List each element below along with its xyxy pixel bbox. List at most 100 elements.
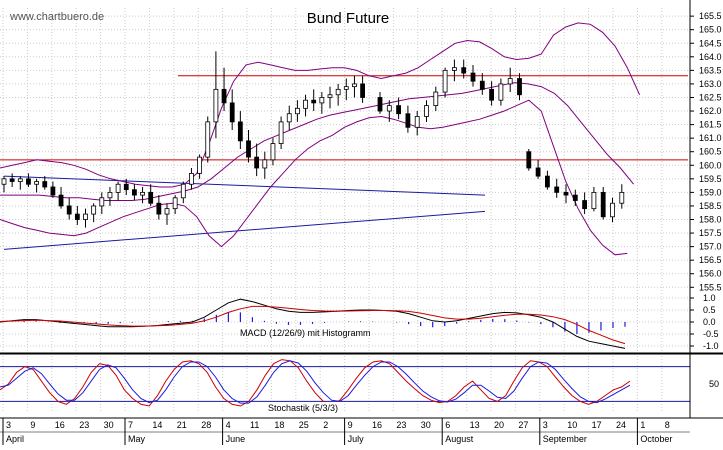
candle-body <box>148 191 154 204</box>
month-label: May <box>128 434 146 444</box>
candle-body <box>83 213 88 220</box>
month-label: July <box>348 434 365 444</box>
month-label: October <box>640 434 672 444</box>
support-trendline <box>3 210 486 250</box>
x-tick-label: 13 <box>470 420 480 430</box>
price-panel <box>0 22 688 256</box>
y-tick-label: 165.0 <box>699 25 722 35</box>
x-tick-label: 21 <box>177 420 187 430</box>
x-tick-label: 23 <box>396 420 406 430</box>
candle-body <box>26 178 31 185</box>
candle-body <box>221 88 227 104</box>
candle-body <box>42 181 48 188</box>
candle-body <box>610 202 615 218</box>
x-tick-label: 1 <box>640 420 645 430</box>
x-tick-label: 3 <box>6 420 11 430</box>
y-tick-label: 160.5 <box>699 147 722 157</box>
macd-label: MACD (12/26/9) mit Histogramm <box>240 328 371 338</box>
candle-body <box>303 99 308 109</box>
candle-body <box>526 151 532 169</box>
x-tick-label: 6 <box>445 420 450 430</box>
candle-body <box>386 105 392 112</box>
candle-body <box>442 69 448 93</box>
candle-body <box>58 194 64 207</box>
candle-body <box>91 205 97 215</box>
stochastic-y-tick-label: 50 <box>709 379 719 389</box>
candle-body <box>294 107 300 115</box>
y-tick-label: 159.0 <box>699 187 722 197</box>
candle-body <box>237 121 243 142</box>
candle-body <box>164 208 170 215</box>
y-tick-label: 157.5 <box>699 228 722 238</box>
stochastic-k-line <box>0 359 631 407</box>
upper-trendline <box>3 175 486 196</box>
candle-body <box>286 113 292 123</box>
x-tick-label: 14 <box>152 420 162 430</box>
candle-body <box>131 189 137 196</box>
candle-body <box>563 191 569 196</box>
month-label: August <box>445 434 474 444</box>
candle-body <box>205 121 211 158</box>
y-tick-label: 163.0 <box>699 79 722 89</box>
x-tick-label: 20 <box>494 420 504 430</box>
month-label: April <box>6 434 24 444</box>
candle-body <box>600 191 606 218</box>
candle-body <box>489 88 495 101</box>
x-tick-label: 28 <box>201 420 211 430</box>
candle-body <box>470 72 476 82</box>
candle-body <box>433 91 439 107</box>
candle-body <box>479 80 485 90</box>
x-tick-label: 4 <box>226 420 231 430</box>
x-tick-label: 3 <box>543 420 548 430</box>
watermark-text: www.chartbuero.de <box>9 11 104 23</box>
y-tick-label: 161.5 <box>699 120 722 130</box>
candle-body <box>311 99 317 104</box>
candle-body <box>1 178 7 185</box>
candle-body <box>246 140 251 158</box>
candle-body <box>327 94 333 98</box>
y-tick-label: 165.5 <box>699 11 722 21</box>
x-tick-label: 30 <box>421 420 431 430</box>
candle-body <box>352 83 357 88</box>
y-tick-label: 158.5 <box>699 201 722 211</box>
candle-body <box>262 159 268 169</box>
candle-body <box>34 181 39 185</box>
candle-body <box>156 202 162 215</box>
candle-body <box>17 178 23 182</box>
x-tick-label: 9 <box>30 420 35 430</box>
macd-line <box>0 298 626 349</box>
x-tick-label: 16 <box>55 420 65 430</box>
candle-body <box>197 156 203 174</box>
month-label: June <box>226 434 246 444</box>
candle-body <box>66 205 72 215</box>
x-tick-label: 27 <box>518 420 528 430</box>
y-tick-label: 164.5 <box>699 38 722 48</box>
candle-body <box>545 175 550 188</box>
candle-body <box>535 167 541 177</box>
candle-body <box>424 105 429 117</box>
candle-body <box>517 78 522 96</box>
y-tick-label: 156.0 <box>699 269 722 279</box>
x-tick-label: 16 <box>372 420 382 430</box>
candle-body <box>335 88 341 96</box>
candle-body <box>107 191 113 199</box>
x-tick-label: 2 <box>323 420 328 430</box>
x-tick-label: 24 <box>616 420 626 430</box>
candle-body <box>619 191 625 204</box>
candle-body <box>123 183 129 191</box>
macd-panel <box>0 298 626 349</box>
y-tick-label: 160.0 <box>699 160 722 170</box>
candle-body <box>414 116 420 128</box>
macd-y-tick-label: -0.5 <box>703 329 719 339</box>
month-label: September <box>543 434 587 444</box>
macd-y-tick-label: 0.0 <box>703 317 716 327</box>
y-tick-label: 158.0 <box>699 215 722 225</box>
stochastic-label-background <box>266 402 341 414</box>
candle-body <box>461 67 467 74</box>
candle-body <box>189 173 194 185</box>
candle-body <box>99 197 105 207</box>
candle-body <box>229 102 235 123</box>
candle-body <box>213 88 219 123</box>
